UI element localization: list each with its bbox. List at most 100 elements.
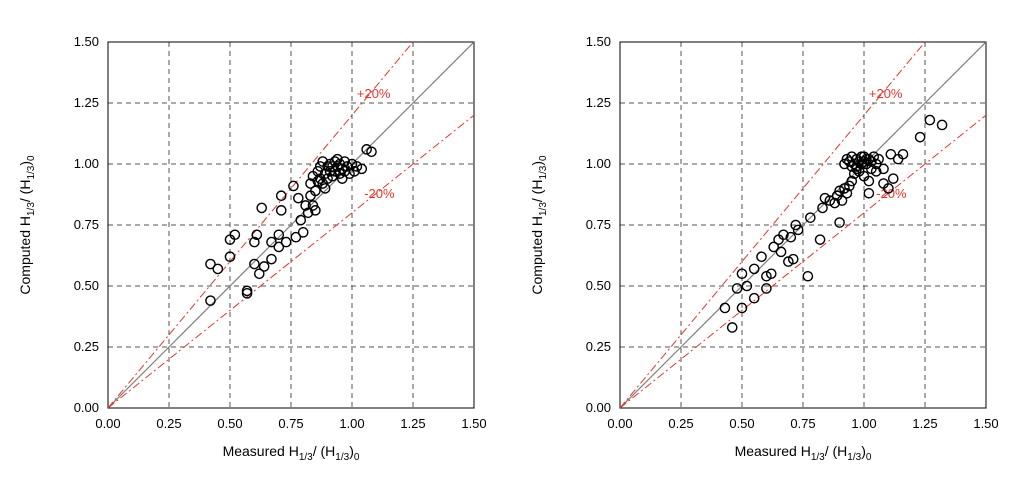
x-tick-label: 1.00 <box>851 416 876 431</box>
data-point <box>785 231 797 243</box>
data-point <box>783 256 794 267</box>
data-point <box>319 168 331 180</box>
x-tick-label: 0.50 <box>729 416 754 431</box>
plot-frame <box>107 41 475 409</box>
y-tick-label: 1.50 <box>74 34 99 49</box>
data-point <box>266 253 277 265</box>
data-point <box>224 251 236 263</box>
y-axis-title: Computed H1/3/ (H1/3)0 <box>17 155 37 295</box>
x-axis-title: Measured H1/3/ (H1/3)0 <box>735 443 872 463</box>
data-point <box>841 187 853 199</box>
x-tick-label: 1.50 <box>461 416 486 431</box>
x-tick-label: 0.25 <box>668 416 693 431</box>
x-tick-label: 0.50 <box>217 416 242 431</box>
data-point <box>736 302 748 314</box>
data-point <box>275 205 287 216</box>
data-point <box>829 197 841 209</box>
data-point <box>288 180 299 192</box>
data-point <box>295 214 307 226</box>
data-point <box>307 200 319 211</box>
data-point <box>366 146 377 158</box>
data-point <box>356 163 368 175</box>
data-point <box>846 175 858 187</box>
data-point <box>280 236 292 248</box>
data-point <box>324 166 336 177</box>
band-minus-line <box>108 114 474 408</box>
y-tick-label: 1.00 <box>586 156 611 171</box>
scatter-chart-left: +20% -20% 0.00 0.25 0.50 0.75 1.00 1.25 1.50 0.00… <box>17 34 487 463</box>
data-point <box>765 268 777 280</box>
data-point <box>319 183 331 194</box>
data-point <box>273 241 285 253</box>
data-point <box>836 195 848 206</box>
data-point <box>863 187 875 199</box>
band-plus-label: +20% <box>869 86 903 101</box>
x-tick-label: 0.00 <box>95 416 120 431</box>
data-point <box>258 261 270 272</box>
y-tick-label: 1.00 <box>74 156 99 171</box>
x-tick-label: 0.25 <box>156 416 181 431</box>
data-point <box>229 229 241 241</box>
data-point <box>205 258 216 270</box>
y-tick-label: 0.75 <box>586 217 611 232</box>
band-minus-label: -20% <box>876 186 907 201</box>
data-point <box>361 144 372 155</box>
y-tick-label: 0.25 <box>586 339 611 354</box>
data-point <box>731 283 743 294</box>
data-point <box>834 185 845 197</box>
data-point <box>775 246 787 258</box>
band-plus-label: +20% <box>357 86 391 101</box>
data-point <box>878 163 889 175</box>
data-point <box>924 114 936 126</box>
data-point <box>848 158 860 170</box>
data-point <box>761 270 772 282</box>
data-point <box>297 227 309 238</box>
data-point <box>332 153 343 165</box>
data-point <box>868 151 880 162</box>
data-point <box>302 207 314 219</box>
data-point <box>936 119 948 131</box>
data-point <box>293 192 304 204</box>
data-point <box>914 131 926 143</box>
data-point <box>824 195 836 206</box>
data-point <box>312 175 324 187</box>
data-point <box>741 280 753 292</box>
identity-line <box>108 42 474 408</box>
y-tick-label: 0.00 <box>586 400 611 415</box>
band-minus-line <box>620 114 986 408</box>
y-axis-title: Computed H1/3/ (H1/3)0 <box>529 155 549 295</box>
data-point <box>805 212 816 223</box>
data-point <box>736 268 748 280</box>
plot-frame <box>619 41 987 409</box>
data-point <box>790 219 801 231</box>
data-point <box>266 236 277 248</box>
data-point <box>273 229 285 241</box>
data-point <box>883 183 894 194</box>
data-point <box>834 217 845 228</box>
data-point <box>726 322 738 333</box>
data-point <box>290 231 302 243</box>
data-point <box>241 288 253 299</box>
scatter-chart-right: +20% -20% 0.00 0.25 0.50 0.75 1.00 1.25 1.50 0.00… <box>529 34 999 463</box>
data-point <box>300 200 311 211</box>
data-point <box>249 236 260 248</box>
data-point <box>336 173 348 184</box>
x-tick-label: 1.50 <box>973 416 998 431</box>
data-point <box>870 158 882 170</box>
data-point <box>814 234 826 245</box>
x-tick-label: 0.75 <box>278 416 303 431</box>
data-point <box>861 153 872 165</box>
data-point <box>839 183 850 194</box>
data-point <box>310 185 321 197</box>
data-point <box>334 158 346 170</box>
y-tick-label: 0.75 <box>74 217 99 232</box>
data-point <box>873 153 884 165</box>
data-point <box>851 163 862 175</box>
data-point <box>314 161 326 172</box>
data-point <box>346 158 358 170</box>
chart-panel-right: +20% -20% 0.00 0.25 0.50 0.75 1.00 1.25 1.50 0.00… <box>512 0 1024 495</box>
x-tick-label: 0.00 <box>607 416 632 431</box>
y-tick-label: 0.00 <box>74 400 99 415</box>
data-point <box>719 302 731 314</box>
data-point <box>870 166 882 177</box>
